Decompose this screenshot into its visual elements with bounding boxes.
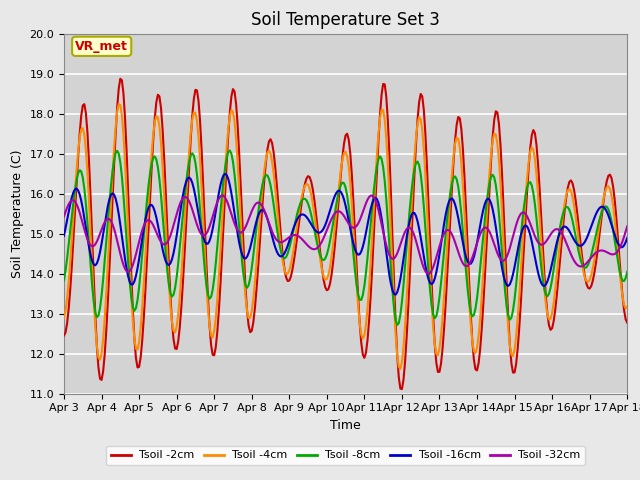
Tsoil -16cm	[392, 292, 399, 298]
Tsoil -16cm	[76, 192, 83, 197]
Tsoil -8cm	[403, 244, 410, 250]
Tsoil -4cm	[397, 366, 404, 372]
Tsoil -16cm	[221, 171, 229, 177]
Line: Tsoil -4cm: Tsoil -4cm	[64, 104, 627, 369]
Tsoil -32cm	[165, 237, 173, 242]
Tsoil -2cm	[415, 99, 423, 105]
Tsoil -16cm	[383, 250, 390, 256]
Tsoil -8cm	[226, 148, 234, 154]
Tsoil -4cm	[76, 135, 83, 141]
Tsoil -16cm	[403, 235, 410, 240]
Tsoil -32cm	[401, 229, 409, 235]
X-axis label: Time: Time	[330, 419, 361, 432]
Tsoil -2cm	[398, 386, 406, 392]
Tsoil -32cm	[76, 210, 83, 216]
Title: Soil Temperature Set 3: Soil Temperature Set 3	[251, 11, 440, 29]
Tsoil -8cm	[76, 168, 83, 173]
Tsoil -8cm	[557, 217, 565, 223]
Tsoil -32cm	[425, 271, 433, 276]
Tsoil -16cm	[623, 235, 631, 241]
Tsoil -4cm	[403, 297, 410, 302]
Tsoil -8cm	[415, 162, 423, 168]
Line: Tsoil -32cm: Tsoil -32cm	[64, 195, 627, 274]
Tsoil -4cm	[166, 302, 174, 308]
Tsoil -8cm	[383, 196, 390, 202]
Tsoil -32cm	[623, 224, 631, 229]
Tsoil -32cm	[60, 214, 68, 219]
Tsoil -4cm	[623, 304, 631, 310]
Tsoil -32cm	[218, 192, 226, 198]
Tsoil -32cm	[557, 230, 565, 236]
Tsoil -8cm	[623, 269, 631, 275]
Y-axis label: Soil Temperature (C): Soil Temperature (C)	[11, 149, 24, 278]
Tsoil -2cm	[166, 292, 174, 298]
Tsoil -2cm	[76, 131, 83, 137]
Tsoil -8cm	[165, 281, 173, 287]
Tsoil -2cm	[60, 333, 68, 338]
Tsoil -4cm	[383, 135, 390, 141]
Text: VR_met: VR_met	[76, 40, 128, 53]
Tsoil -16cm	[60, 233, 68, 239]
Line: Tsoil -2cm: Tsoil -2cm	[64, 79, 627, 389]
Tsoil -16cm	[557, 226, 565, 232]
Tsoil -8cm	[394, 322, 401, 328]
Tsoil -2cm	[557, 240, 565, 246]
Tsoil -32cm	[383, 242, 390, 248]
Tsoil -4cm	[557, 226, 565, 231]
Tsoil -2cm	[403, 335, 410, 341]
Tsoil -16cm	[165, 262, 173, 268]
Tsoil -8cm	[60, 277, 68, 283]
Tsoil -32cm	[413, 244, 421, 250]
Tsoil -2cm	[383, 94, 390, 99]
Line: Tsoil -16cm: Tsoil -16cm	[64, 174, 627, 295]
Tsoil -4cm	[415, 114, 423, 120]
Tsoil -16cm	[415, 226, 423, 231]
Tsoil -4cm	[60, 315, 68, 321]
Line: Tsoil -8cm: Tsoil -8cm	[64, 151, 627, 325]
Tsoil -2cm	[623, 320, 631, 325]
Legend: Tsoil -2cm, Tsoil -4cm, Tsoil -8cm, Tsoil -16cm, Tsoil -32cm: Tsoil -2cm, Tsoil -4cm, Tsoil -8cm, Tsoi…	[106, 446, 585, 465]
Tsoil -2cm	[116, 76, 124, 82]
Tsoil -4cm	[115, 101, 123, 107]
